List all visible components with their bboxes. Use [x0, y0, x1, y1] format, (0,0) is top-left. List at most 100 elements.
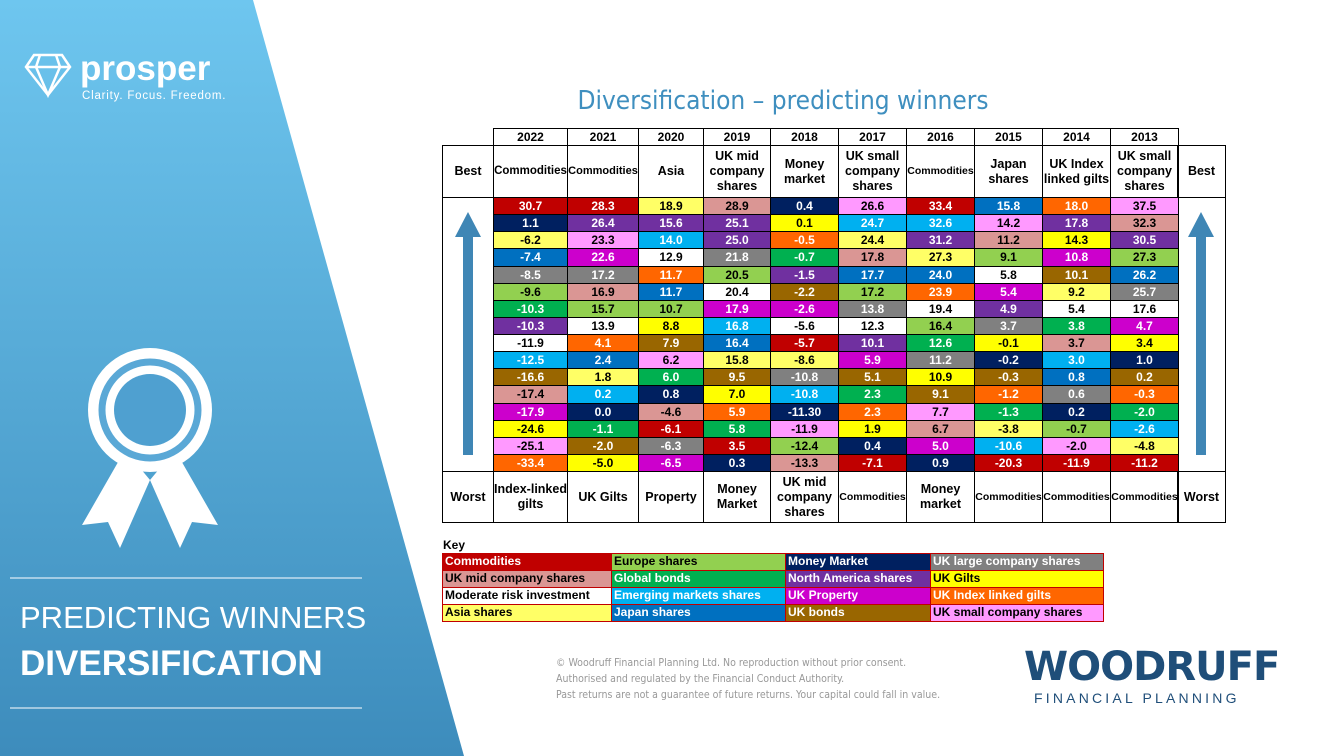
return-cell: 17.2: [567, 266, 639, 284]
year-header: 2018: [770, 128, 839, 146]
return-cell: 26.2: [1110, 266, 1179, 284]
return-cell: -2.0: [1042, 437, 1111, 455]
return-cell: -0.3: [1110, 385, 1179, 404]
key-item: Moderate risk investment: [442, 587, 612, 605]
return-cell: 11.2: [974, 231, 1043, 249]
return-cell: -3.8: [974, 420, 1043, 438]
return-cell: -11.2: [1110, 454, 1179, 472]
return-cell: -10.3: [493, 317, 568, 335]
return-cell: -5.7: [770, 334, 839, 352]
return-cell: 10.1: [838, 334, 907, 352]
return-cell: 11.7: [638, 266, 704, 284]
worst-asset: Commodities: [1042, 471, 1111, 523]
return-cell: -11.30: [770, 403, 839, 421]
return-cell: -20.3: [974, 454, 1043, 472]
return-cell: 6.7: [906, 420, 975, 438]
return-cell: 0.6: [1042, 385, 1111, 404]
return-cell: -9.6: [493, 283, 568, 301]
key-item: UK small company shares: [930, 604, 1104, 622]
year-header: 2019: [703, 128, 771, 146]
return-cell: 0.3: [703, 454, 771, 472]
return-cell: 0.2: [567, 385, 639, 404]
return-cell: -0.3: [974, 368, 1043, 386]
return-cell: -11.9: [493, 334, 568, 352]
key-item: Global bonds: [611, 570, 786, 588]
return-cell: 17.8: [1042, 214, 1111, 232]
best-asset: Commodities: [567, 145, 639, 198]
year-header: 2016: [906, 128, 975, 146]
key-item: Europe shares: [611, 553, 786, 571]
return-cell: 0.2: [1110, 368, 1179, 386]
best-asset: UK small company shares: [838, 145, 907, 198]
return-cell: -4.8: [1110, 437, 1179, 455]
return-cell: 21.8: [703, 248, 771, 267]
return-cell: 0.0: [567, 403, 639, 421]
worst-asset: UK Gilts: [567, 471, 639, 523]
return-cell: 10.1: [1042, 266, 1111, 284]
footer-line: © Woodruff Financial Planning Ltd. No re…: [556, 657, 907, 669]
return-cell: 17.8: [838, 248, 907, 267]
return-cell: 16.4: [703, 334, 771, 352]
year-header: 2017: [838, 128, 907, 146]
return-cell: -2.2: [770, 283, 839, 301]
return-cell: -2.0: [1110, 403, 1179, 421]
sidebar-line1: PREDICTING WINNERS: [20, 600, 366, 635]
return-cell: 26.4: [567, 214, 639, 232]
return-cell: 32.3: [1110, 214, 1179, 232]
return-cell: 12.9: [638, 248, 704, 267]
sidebar-bg: [0, 0, 464, 756]
footer-line: Authorised and regulated by the Financia…: [556, 673, 845, 685]
return-cell: -0.7: [770, 248, 839, 267]
return-cell: 24.0: [906, 266, 975, 284]
return-cell: 16.8: [703, 317, 771, 335]
sidebar: prosper Clarity. Focus. Freedom. PREDICT…: [0, 0, 464, 756]
return-cell: 15.8: [974, 197, 1043, 215]
key-item: UK Index linked gilts: [930, 587, 1104, 605]
best-asset: Japan shares: [974, 145, 1043, 198]
return-cell: -12.4: [770, 437, 839, 455]
return-cell: 7.0: [703, 385, 771, 404]
side-col: [442, 197, 494, 472]
return-cell: 1.0: [1110, 351, 1179, 369]
return-cell: 17.2: [838, 283, 907, 301]
return-cell: 0.9: [906, 454, 975, 472]
return-cell: 7.9: [638, 334, 704, 352]
return-cell: 15.7: [567, 300, 639, 318]
return-cell: 0.8: [638, 385, 704, 404]
return-cell: -16.6: [493, 368, 568, 386]
return-cell: -10.6: [974, 437, 1043, 455]
return-cell: 14.3: [1042, 231, 1111, 249]
return-cell: 20.4: [703, 283, 771, 301]
return-cell: 13.9: [567, 317, 639, 335]
return-cell: 11.2: [906, 351, 975, 369]
return-cell: -1.2: [974, 385, 1043, 404]
return-cell: -7.1: [838, 454, 907, 472]
return-cell: 17.7: [838, 266, 907, 284]
return-cell: 23.3: [567, 231, 639, 249]
return-cell: 13.8: [838, 300, 907, 318]
return-cell: 16.4: [906, 317, 975, 335]
year-header: 2014: [1042, 128, 1111, 146]
return-cell: 25.0: [703, 231, 771, 249]
best-asset: UK mid company shares: [703, 145, 771, 198]
footer-line: Past returns are not a guarantee of futu…: [556, 689, 941, 701]
best-asset: Commodities: [493, 145, 568, 198]
title: Diversification – predicting winners: [577, 86, 989, 116]
return-cell: 27.3: [1110, 248, 1179, 267]
return-cell: 4.9: [974, 300, 1043, 318]
brand-name: prosper: [80, 49, 211, 88]
return-cell: 4.7: [1110, 317, 1179, 335]
return-cell: 31.2: [906, 231, 975, 249]
return-cell: -0.7: [1042, 420, 1111, 438]
return-cell: 5.4: [974, 283, 1043, 301]
return-cell: -2.6: [770, 300, 839, 318]
key-item: Money Market: [785, 553, 931, 571]
key-item: UK mid company shares: [442, 570, 612, 588]
return-cell: 14.0: [638, 231, 704, 249]
key-item: Emerging markets shares: [611, 587, 786, 605]
key-item: North America shares: [785, 570, 931, 588]
key-item: Asia shares: [442, 604, 612, 622]
return-cell: -13.3: [770, 454, 839, 472]
return-cell: 30.5: [1110, 231, 1179, 249]
